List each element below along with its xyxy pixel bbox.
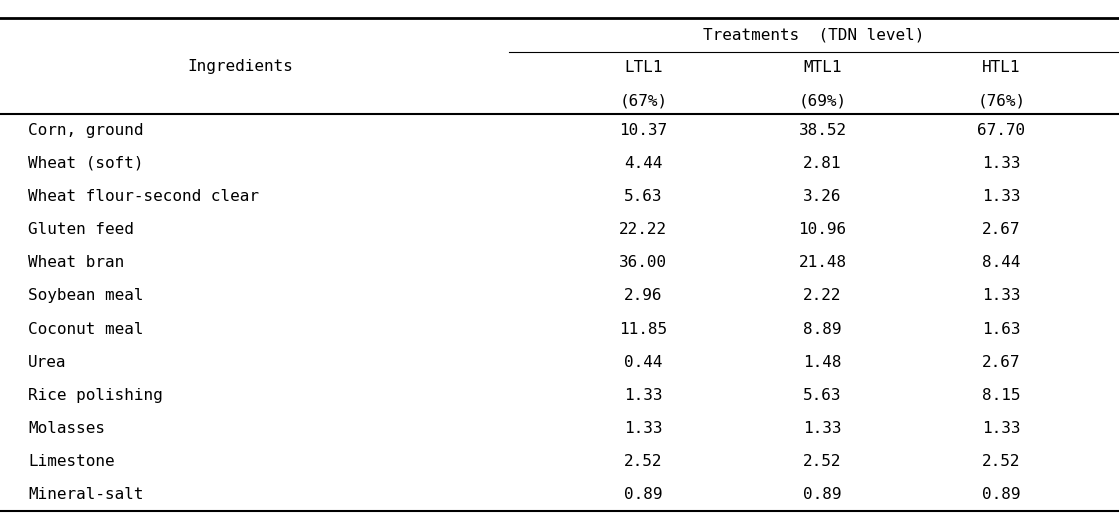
Text: 2.22: 2.22	[803, 288, 841, 304]
Text: 36.00: 36.00	[619, 255, 668, 270]
Text: Mineral-salt: Mineral-salt	[28, 487, 143, 502]
Text: 2.67: 2.67	[982, 222, 1021, 237]
Text: (67%): (67%)	[619, 94, 668, 109]
Text: 8.44: 8.44	[982, 255, 1021, 270]
Text: 2.81: 2.81	[803, 156, 841, 171]
Text: Wheat (soft): Wheat (soft)	[28, 156, 143, 171]
Text: 3.26: 3.26	[803, 189, 841, 204]
Text: Wheat bran: Wheat bran	[28, 255, 124, 270]
Text: Treatments  (TDN level): Treatments (TDN level)	[704, 27, 924, 43]
Text: 8.15: 8.15	[982, 388, 1021, 403]
Text: Gluten feed: Gluten feed	[28, 222, 134, 237]
Text: 4.44: 4.44	[624, 156, 662, 171]
Text: Wheat flour-second clear: Wheat flour-second clear	[28, 189, 258, 204]
Text: 1.33: 1.33	[624, 388, 662, 403]
Text: (76%): (76%)	[977, 94, 1026, 109]
Text: 0.89: 0.89	[624, 487, 662, 502]
Text: 2.52: 2.52	[624, 454, 662, 469]
Text: 5.63: 5.63	[803, 388, 841, 403]
Text: 10.37: 10.37	[619, 123, 668, 138]
Text: 1.33: 1.33	[982, 189, 1021, 204]
Text: 1.33: 1.33	[982, 421, 1021, 436]
Text: MTL1: MTL1	[803, 60, 841, 75]
Text: 0.89: 0.89	[803, 487, 841, 502]
Text: 2.52: 2.52	[803, 454, 841, 469]
Text: 1.33: 1.33	[982, 156, 1021, 171]
Text: 1.33: 1.33	[624, 421, 662, 436]
Text: 11.85: 11.85	[619, 321, 668, 337]
Text: 2.67: 2.67	[982, 355, 1021, 369]
Text: 38.52: 38.52	[798, 123, 847, 138]
Text: Rice polishing: Rice polishing	[28, 388, 162, 403]
Text: LTL1: LTL1	[624, 60, 662, 75]
Text: 8.89: 8.89	[803, 321, 841, 337]
Text: 5.63: 5.63	[624, 189, 662, 204]
Text: 0.89: 0.89	[982, 487, 1021, 502]
Text: HTL1: HTL1	[982, 60, 1021, 75]
Text: (69%): (69%)	[798, 94, 847, 109]
Text: 21.48: 21.48	[798, 255, 847, 270]
Text: 1.48: 1.48	[803, 355, 841, 369]
Text: Urea: Urea	[28, 355, 66, 369]
Text: 1.33: 1.33	[803, 421, 841, 436]
Text: 0.44: 0.44	[624, 355, 662, 369]
Text: Limestone: Limestone	[28, 454, 114, 469]
Text: 1.63: 1.63	[982, 321, 1021, 337]
Text: 67.70: 67.70	[977, 123, 1026, 138]
Text: 2.52: 2.52	[982, 454, 1021, 469]
Text: Ingredients: Ingredients	[188, 58, 293, 74]
Text: Soybean meal: Soybean meal	[28, 288, 143, 304]
Text: Coconut meal: Coconut meal	[28, 321, 143, 337]
Text: 10.96: 10.96	[798, 222, 847, 237]
Text: 1.33: 1.33	[982, 288, 1021, 304]
Text: Corn, ground: Corn, ground	[28, 123, 143, 138]
Text: Molasses: Molasses	[28, 421, 105, 436]
Text: 2.96: 2.96	[624, 288, 662, 304]
Text: 22.22: 22.22	[619, 222, 668, 237]
